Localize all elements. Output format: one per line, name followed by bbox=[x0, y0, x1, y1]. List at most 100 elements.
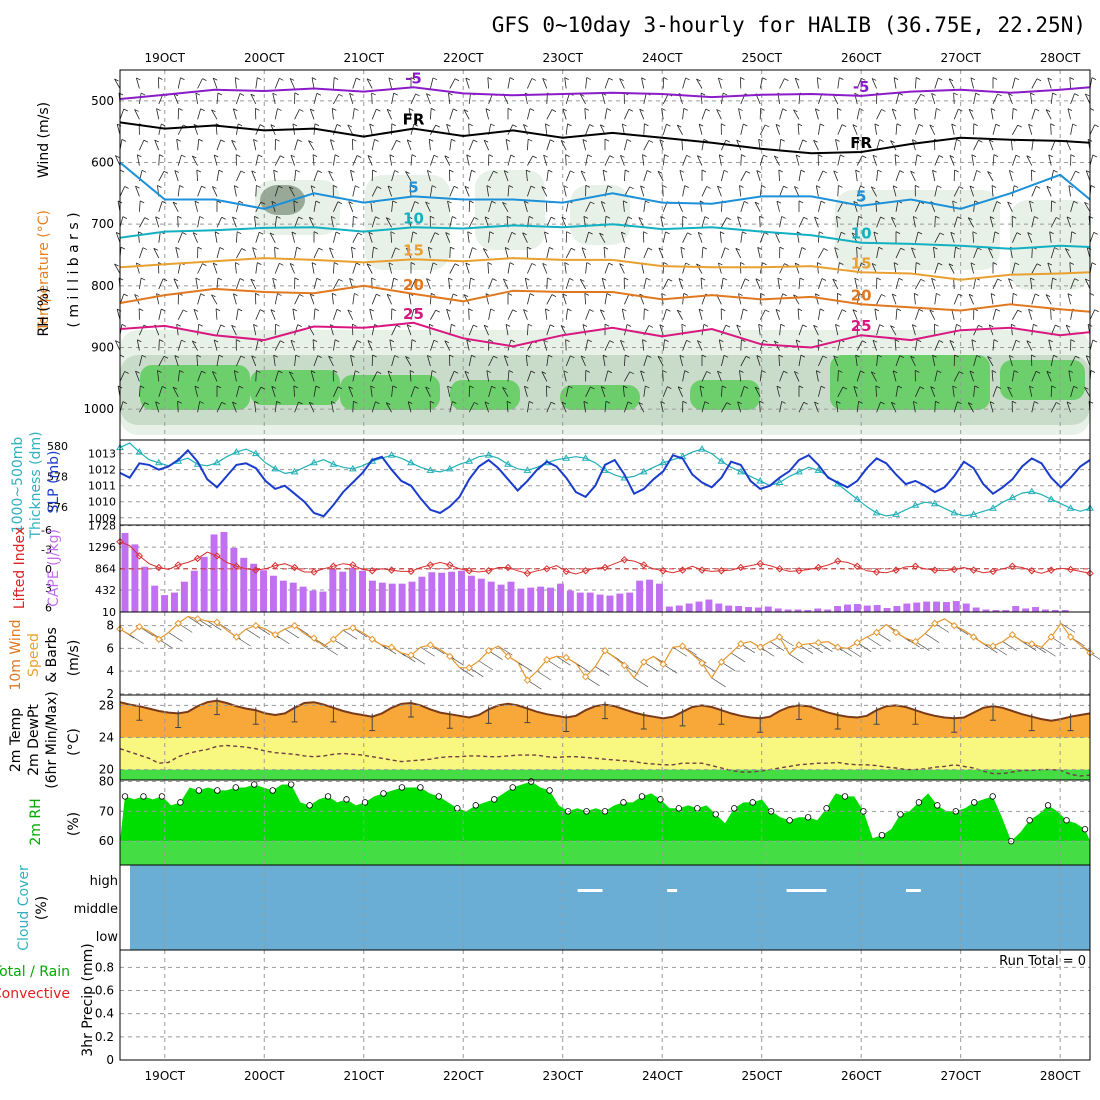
wind-barb-flag bbox=[740, 77, 745, 80]
wind-barb-flag bbox=[958, 293, 963, 297]
wind-barb bbox=[777, 277, 780, 289]
wind10m-barb bbox=[866, 636, 882, 647]
wind-barb bbox=[953, 401, 958, 413]
rh-point bbox=[620, 799, 627, 806]
wind-barb bbox=[504, 247, 509, 259]
wind-barb-flag bbox=[1047, 262, 1052, 266]
wind-barb bbox=[177, 154, 182, 166]
thickness-axis-label-b: Thickness (dm) bbox=[28, 431, 44, 539]
wind-barb-flag bbox=[795, 262, 800, 266]
wind-barb bbox=[426, 278, 431, 290]
li-tick-label: -3 bbox=[41, 543, 52, 556]
wind-barb-flag bbox=[953, 92, 958, 96]
wind10m-barb bbox=[1089, 652, 1100, 660]
wind-barb bbox=[449, 263, 456, 274]
wind-barb bbox=[177, 77, 181, 89]
wind-barb bbox=[430, 108, 432, 120]
wind-barb bbox=[934, 340, 940, 351]
wind-barb bbox=[503, 355, 509, 367]
wind-barb-flag bbox=[198, 138, 203, 142]
wind-barb bbox=[915, 386, 921, 397]
wind-barb-flag bbox=[948, 78, 954, 82]
wind-barb-flag bbox=[992, 77, 998, 80]
wind-barb bbox=[890, 402, 897, 413]
wind-barb bbox=[468, 324, 474, 336]
wind-barb bbox=[527, 293, 531, 305]
wind-barb-flag bbox=[509, 262, 515, 266]
wind-barb-flag bbox=[174, 355, 179, 358]
rh-high-area bbox=[690, 380, 760, 410]
isotherm-label: -5 bbox=[405, 69, 422, 87]
wind-barb bbox=[352, 262, 357, 274]
wind-barb bbox=[950, 232, 955, 243]
wind-barb bbox=[449, 108, 454, 120]
lifted-index-point bbox=[737, 563, 745, 572]
wind-barb-flag bbox=[977, 247, 982, 251]
wind-barb-flag bbox=[968, 217, 973, 220]
wind-barb-flag bbox=[858, 215, 863, 219]
x-tick-label-top: 28OCT bbox=[1040, 51, 1081, 65]
wind-barb-flag bbox=[1026, 155, 1031, 159]
wind-barb-flag bbox=[717, 185, 722, 189]
wind-barb-flag bbox=[155, 216, 160, 220]
cape-bar bbox=[972, 607, 980, 612]
wind-barb-flag bbox=[892, 293, 897, 297]
wind-barb-flag bbox=[642, 339, 647, 343]
wind-barb-flag bbox=[124, 186, 129, 189]
wind10m-point bbox=[640, 658, 648, 666]
cape-tick-label: 432 bbox=[95, 584, 116, 597]
wind-barb bbox=[700, 92, 703, 104]
slp-tick-label: 1009 bbox=[88, 512, 116, 525]
wind-barb bbox=[387, 370, 392, 382]
cape-bar bbox=[982, 609, 990, 612]
wind-barb-flag bbox=[337, 386, 343, 390]
wind-barb bbox=[682, 155, 687, 166]
wind-barb bbox=[211, 186, 218, 197]
wind-barb-flag bbox=[644, 123, 649, 127]
wind-barb-flag bbox=[450, 246, 455, 250]
wind-barb-flag bbox=[136, 262, 141, 266]
lifted-index-point bbox=[387, 566, 396, 574]
wind-barb bbox=[233, 370, 237, 382]
wind-barb bbox=[333, 279, 340, 290]
wind-barb bbox=[643, 170, 648, 182]
wind-barb bbox=[755, 278, 761, 290]
lifted-index-point bbox=[872, 568, 881, 576]
wind-barb bbox=[177, 232, 183, 243]
wind-barb-flag bbox=[220, 139, 225, 143]
wind-barb bbox=[293, 200, 295, 212]
wind-barb-flag bbox=[504, 247, 510, 250]
wind-barb bbox=[793, 294, 800, 305]
wind-barb-flag bbox=[997, 93, 1002, 97]
wind-barb bbox=[444, 155, 451, 166]
temp-minmax-bar bbox=[446, 711, 453, 729]
wind-barb bbox=[716, 109, 722, 120]
wind-barb-flag bbox=[435, 124, 440, 128]
wind-barb bbox=[448, 92, 451, 104]
wind-barb bbox=[294, 401, 299, 413]
wind-barb bbox=[407, 401, 412, 413]
wind-barb bbox=[564, 77, 567, 89]
wind-barb bbox=[444, 340, 451, 351]
wind-barb bbox=[969, 185, 974, 197]
wind-barb bbox=[968, 109, 974, 120]
wind-barb-flag bbox=[900, 247, 905, 251]
wind-barb bbox=[873, 231, 877, 243]
wind-barb bbox=[542, 263, 548, 274]
wind-barb bbox=[814, 401, 819, 413]
wind-barb bbox=[818, 201, 822, 212]
temp-minmax-bar bbox=[175, 710, 182, 728]
wind-barb bbox=[158, 278, 164, 290]
cape-tick-label: 864 bbox=[95, 563, 116, 576]
cape-bar bbox=[220, 531, 228, 612]
wind-barb bbox=[527, 139, 529, 151]
lifted-index-point bbox=[698, 566, 706, 574]
wind-barb-flag bbox=[896, 308, 902, 312]
wind-barb-flag bbox=[589, 124, 594, 127]
temp-minmax-bar bbox=[136, 703, 143, 721]
cape-bar bbox=[240, 557, 248, 612]
wind-barb-flag bbox=[426, 93, 431, 97]
wind-barb-flag bbox=[449, 169, 454, 173]
wind-barb-flag bbox=[351, 246, 356, 250]
wind-barb-flag bbox=[700, 92, 706, 96]
